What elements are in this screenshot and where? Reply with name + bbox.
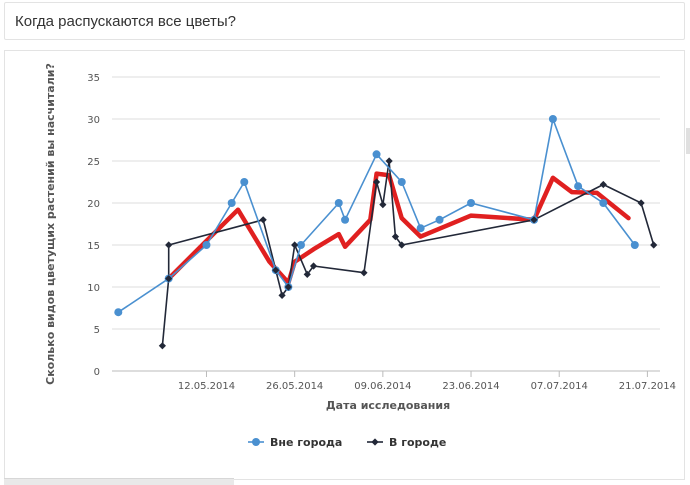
data-point-outside [599, 199, 608, 207]
trend-line [166, 171, 631, 286]
data-point-outside [227, 199, 236, 207]
y-tick-label: 20 [87, 199, 100, 210]
data-point-city [303, 270, 311, 278]
y-tick-label: 35 [87, 73, 100, 84]
legend-label-city: В городе [389, 436, 446, 449]
x-tick-label: 23.06.2014 [442, 381, 499, 392]
side-handle [686, 128, 690, 154]
series-layer [114, 115, 658, 350]
data-point-outside [372, 150, 381, 159]
data-point-city [165, 241, 173, 249]
data-point-city [379, 201, 387, 209]
data-point-outside [334, 199, 343, 207]
y-tick-label: 5 [94, 325, 100, 336]
x-tick-label: 26.05.2014 [266, 381, 323, 392]
data-point-outside [114, 308, 123, 317]
y-axis-ticks: 0 5 10 15 20 25 30 35 [87, 73, 100, 378]
data-point-city [385, 157, 393, 165]
data-point-city [398, 241, 406, 249]
data-point-outside [296, 241, 305, 249]
data-point-outside [574, 182, 583, 191]
x-axis-title: Дата исследования [326, 399, 450, 412]
data-point-outside [202, 241, 211, 249]
data-point-city [278, 291, 286, 299]
x-tick-label: 12.05.2014 [178, 381, 235, 392]
data-point-city [599, 180, 607, 189]
data-point-city [360, 269, 368, 277]
legend-marker-outside [252, 438, 260, 446]
legend-marker-city [371, 438, 379, 446]
data-point-city [284, 283, 292, 291]
data-point-city [259, 216, 267, 224]
grid [112, 76, 660, 372]
data-point-outside [548, 115, 557, 123]
legend: Вне города В городе [248, 436, 446, 449]
data-point-outside [341, 215, 350, 224]
data-point-city [391, 233, 400, 241]
x-tick-label: 07.07.2014 [531, 381, 588, 392]
y-axis-title: Сколько видов цветущих растений вы насчи… [44, 63, 57, 385]
data-point-outside [397, 178, 406, 186]
data-point-outside [467, 199, 476, 207]
question-title: Когда распускаются все цветы? [15, 13, 236, 30]
data-point-outside [240, 178, 249, 186]
data-point-outside [435, 215, 444, 224]
data-point-outside [416, 224, 425, 233]
series-line [161, 160, 655, 347]
data-point-city [272, 266, 280, 274]
y-tick-label: 15 [87, 241, 100, 252]
x-tick-label: 09.06.2014 [354, 381, 411, 392]
data-point-city [530, 216, 538, 224]
y-tick-label: 10 [87, 283, 100, 294]
chart-panel [4, 50, 685, 480]
data-point-city [637, 199, 645, 207]
legend-label-outside: Вне города [270, 436, 342, 449]
data-point-city [158, 342, 166, 350]
data-point-city [372, 178, 381, 186]
data-point-outside [630, 241, 639, 249]
horizontal-scrollbar[interactable] [4, 478, 234, 485]
data-point-city [291, 241, 299, 249]
y-tick-label: 30 [87, 115, 100, 126]
x-tick-label: 21.07.2014 [619, 381, 676, 392]
data-point-city [650, 241, 658, 249]
y-tick-label: 0 [94, 367, 100, 378]
question-header: Когда распускаются все цветы? [4, 2, 685, 40]
y-tick-label: 25 [87, 157, 100, 168]
series-line [117, 118, 636, 314]
data-point-city [309, 262, 318, 270]
data-point-city [165, 275, 173, 283]
x-axis-ticks: 12.05.2014 26.05.2014 09.06.2014 23.06.2014… [178, 371, 676, 392]
